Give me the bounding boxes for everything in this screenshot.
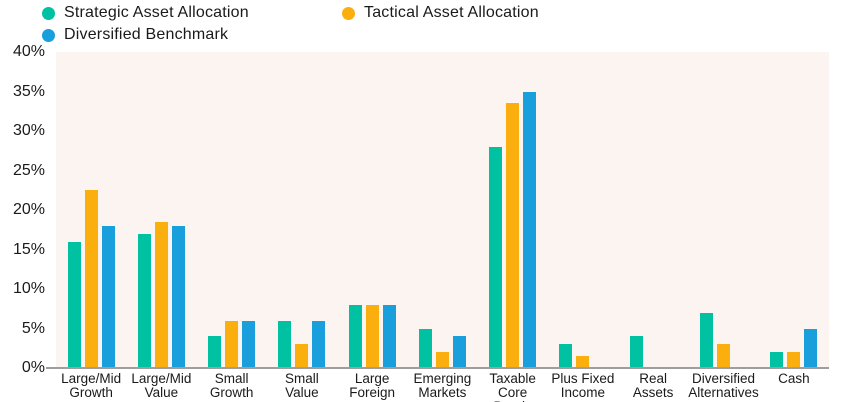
legend-dot-strategic-icon bbox=[42, 6, 55, 20]
bar bbox=[84, 190, 98, 368]
bar bbox=[435, 352, 449, 368]
y-tick-label: 35% bbox=[12, 82, 45, 100]
bar-groups bbox=[56, 52, 829, 368]
x-axis-line bbox=[46, 367, 829, 369]
bar bbox=[787, 352, 801, 368]
bar-group bbox=[759, 52, 829, 368]
y-axis: 40% 35% 30% 25% 20% 15% 10% 5% 0% bbox=[0, 43, 48, 376]
plot-area bbox=[56, 52, 829, 368]
x-axis-label: Real Assets bbox=[632, 371, 674, 400]
bar bbox=[365, 304, 379, 368]
bar bbox=[382, 304, 396, 368]
bar bbox=[418, 328, 432, 368]
chart-legend: Strategic Asset Allocation Tactical Asse… bbox=[42, 2, 539, 46]
bar-group bbox=[126, 52, 196, 368]
legend-item-benchmark: Diversified Benchmark bbox=[42, 24, 342, 46]
x-axis-label: Diversified Alternatives bbox=[688, 371, 759, 400]
bar bbox=[242, 320, 256, 368]
bar bbox=[67, 241, 81, 368]
bar-group bbox=[688, 52, 758, 368]
bar bbox=[576, 356, 590, 368]
legend-label-tactical: Tactical Asset Allocation bbox=[364, 4, 539, 21]
x-axis-label: Large/Mid Growth bbox=[61, 371, 122, 400]
bar bbox=[489, 146, 503, 368]
bar-group bbox=[407, 52, 477, 368]
legend-item-tactical: Tactical Asset Allocation bbox=[342, 2, 539, 24]
y-tick-label: 10% bbox=[12, 280, 45, 297]
x-axis-label: Large Foreign bbox=[349, 371, 396, 400]
legend-label-benchmark: Diversified Benchmark bbox=[64, 26, 229, 43]
bar bbox=[700, 312, 714, 368]
bar bbox=[208, 336, 222, 368]
bar bbox=[101, 225, 115, 368]
bar bbox=[559, 344, 573, 368]
x-axis-label: Plus Fixed Income bbox=[551, 371, 615, 400]
y-tick-label: 30% bbox=[12, 122, 45, 139]
x-axis-label: Small Growth bbox=[209, 371, 254, 400]
bar bbox=[312, 320, 326, 368]
bar bbox=[770, 352, 784, 368]
bar bbox=[717, 344, 731, 368]
y-tick-label: 25% bbox=[12, 161, 45, 179]
bar bbox=[171, 225, 185, 368]
x-axis-label: Small Value bbox=[284, 371, 319, 400]
y-tick-label: 0% bbox=[21, 359, 45, 376]
bar bbox=[137, 233, 151, 368]
bar bbox=[295, 344, 309, 368]
y-tick-label: 5% bbox=[21, 319, 45, 337]
bar-group bbox=[337, 52, 407, 368]
bar bbox=[804, 328, 818, 368]
bar-group bbox=[267, 52, 337, 368]
x-axis-label: Cash bbox=[778, 371, 810, 386]
bar bbox=[278, 320, 292, 368]
bar bbox=[523, 91, 537, 368]
y-tick-label: 15% bbox=[12, 240, 45, 258]
legend-label-strategic: Strategic Asset Allocation bbox=[64, 4, 249, 21]
bar-group bbox=[478, 52, 548, 368]
bar bbox=[629, 336, 643, 368]
y-tick-label: 20% bbox=[12, 201, 45, 218]
x-axis-labels: Large/Mid Growth Large/Mid Value Small Growth… bbox=[56, 372, 829, 402]
x-axis-label: Large/Mid Value bbox=[131, 371, 192, 400]
bar-group bbox=[618, 52, 688, 368]
bar bbox=[154, 221, 168, 368]
bar bbox=[348, 304, 362, 368]
legend-dot-benchmark-icon bbox=[42, 28, 55, 42]
legend-dot-tactical-icon bbox=[342, 6, 355, 20]
bar bbox=[452, 336, 466, 368]
x-axis-label: Emerging Markets bbox=[413, 371, 472, 400]
bar bbox=[225, 320, 239, 368]
bar-group bbox=[56, 52, 126, 368]
bar-group bbox=[197, 52, 267, 368]
bar bbox=[506, 103, 520, 368]
legend-item-strategic: Strategic Asset Allocation bbox=[42, 2, 342, 24]
y-tick-label: 40% bbox=[12, 43, 45, 60]
bar-group bbox=[548, 52, 618, 368]
